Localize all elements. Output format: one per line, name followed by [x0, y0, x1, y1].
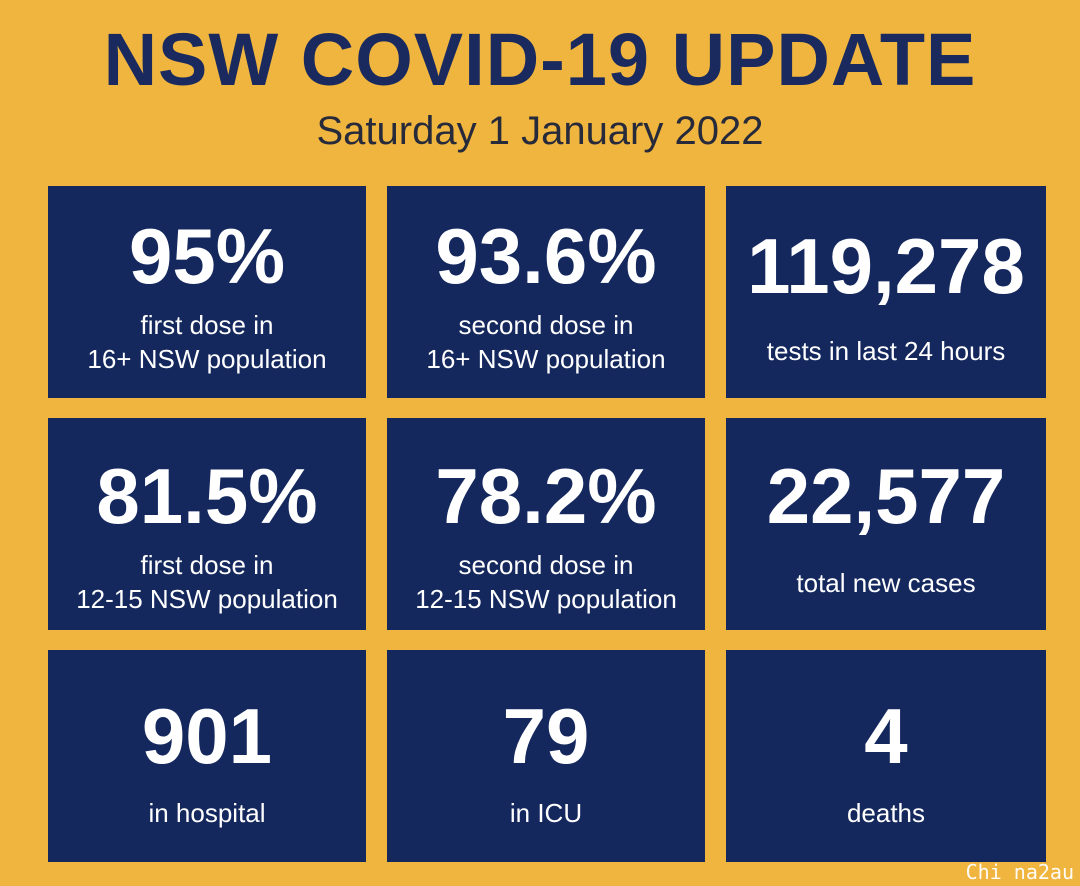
stat-value: 22,577 — [766, 452, 1006, 540]
stat-label: deaths — [846, 798, 926, 828]
stat-label: in hospital — [148, 798, 266, 828]
stat-tile-first-dose-16plus: 95% first dose in 16+ NSW population — [48, 186, 366, 398]
stat-label: 12-15 NSW population — [76, 584, 338, 614]
stat-tile-second-dose-12-15: 78.2% second dose in 12-15 NSW populatio… — [387, 418, 705, 630]
watermark-text: Chi na2au — [965, 860, 1074, 884]
stat-value: 78.2% — [435, 452, 657, 540]
stat-label: second dose in — [458, 550, 634, 580]
stat-tile-deaths: 4 deaths — [726, 650, 1046, 862]
stat-tile-new-cases: 22,577 total new cases — [726, 418, 1046, 630]
stat-value: 81.5% — [96, 452, 318, 540]
stat-value: 93.6% — [435, 212, 657, 300]
stat-label: 16+ NSW population — [426, 344, 666, 374]
stat-tile-first-dose-12-15: 81.5% first dose in 12-15 NSW population — [48, 418, 366, 630]
stat-value: 79 — [502, 692, 590, 780]
stat-label: 16+ NSW population — [87, 344, 327, 374]
stat-tile-second-dose-16plus: 93.6% second dose in 16+ NSW population — [387, 186, 705, 398]
page-title: NSW COVID-19 UPDATE — [103, 18, 977, 101]
stat-value: 4 — [864, 692, 908, 780]
stat-label: second dose in — [458, 310, 634, 340]
stat-tile-hospital: 901 in hospital — [48, 650, 366, 862]
stat-label: in ICU — [509, 798, 583, 828]
date-subtitle: Saturday 1 January 2022 — [316, 109, 764, 153]
stat-label: tests in last 24 hours — [766, 336, 1006, 366]
stat-label: 12-15 NSW population — [415, 584, 677, 614]
stat-value: 95% — [128, 212, 286, 300]
stat-tile-icu: 79 in ICU — [387, 650, 705, 862]
stat-tile-tests: 119,278 tests in last 24 hours — [726, 186, 1046, 398]
stat-value: 901 — [141, 692, 273, 780]
stat-label: first dose in — [140, 310, 274, 340]
stat-label: first dose in — [140, 550, 274, 580]
stats-grid: 95% first dose in 16+ NSW population 93.… — [48, 186, 1046, 862]
stat-value: 119,278 — [747, 222, 1025, 310]
stat-label: total new cases — [796, 568, 976, 598]
